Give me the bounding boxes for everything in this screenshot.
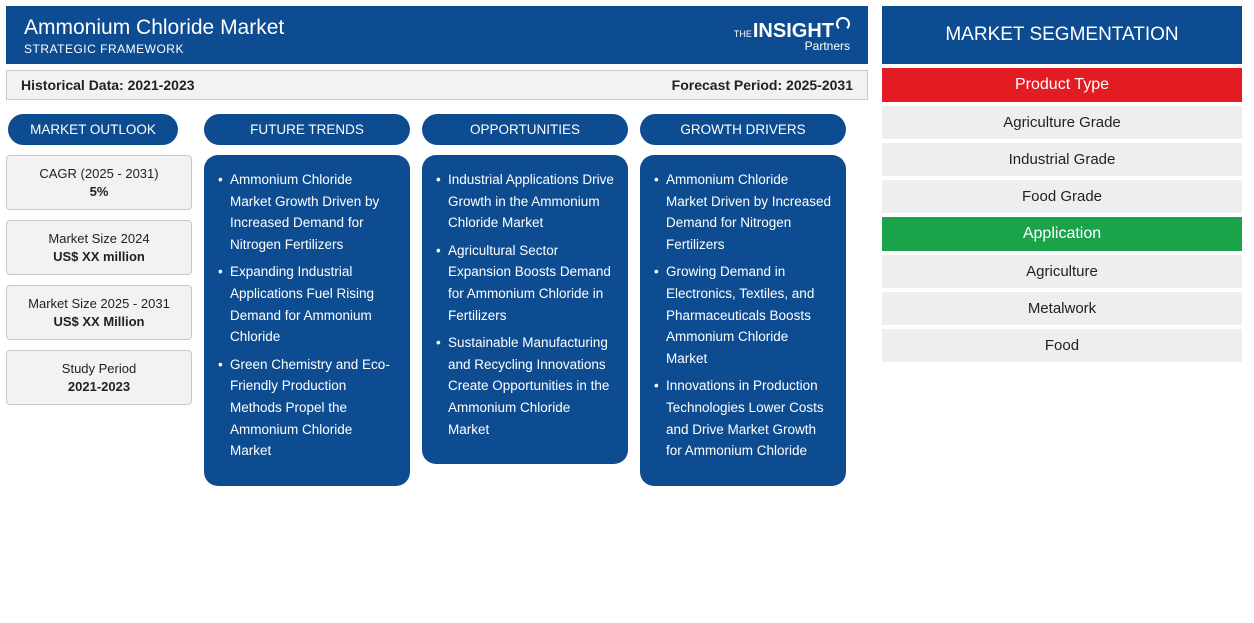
seg-item: Metalwork [882,292,1242,325]
stat-size-2024: Market Size 2024 US$ XX million [6,220,192,275]
seg-category-application: Application [882,217,1242,251]
stat-label: Market Size 2025 - 2031 [13,296,185,311]
segmentation-panel: MARKET SEGMENTATION Product Type Agricul… [882,6,1242,617]
stat-label: Market Size 2024 [13,231,185,246]
seg-item: Agriculture [882,255,1242,288]
stat-value: 2021-2023 [13,379,185,394]
opportunities-header: OPPORTUNITIES [422,114,628,145]
header-left: Ammonium Chloride Market STRATEGIC FRAME… [24,16,284,56]
growth-drivers-column: GROWTH DRIVERS Ammonium Chloride Market … [640,114,846,486]
future-trends-header: FUTURE TRENDS [204,114,410,145]
page-title: Ammonium Chloride Market [24,16,284,40]
segmentation-header: MARKET SEGMENTATION [882,6,1242,64]
market-outlook-column: MARKET OUTLOOK CAGR (2025 - 2031) 5% Mar… [6,114,192,415]
forecast-period-label: Forecast Period: 2025-2031 [672,77,853,93]
page-subtitle: STRATEGIC FRAMEWORK [24,42,284,56]
market-outlook-header: MARKET OUTLOOK [8,114,178,145]
logo: THE INSIGHT Partners [734,21,850,52]
seg-item: Food [882,329,1242,362]
list-item: Growing Demand in Electronics, Textiles,… [654,261,832,369]
stat-label: Study Period [13,361,185,376]
list-item: Ammonium Chloride Market Driven by Incre… [654,169,832,255]
list-item: Innovations in Production Technologies L… [654,375,832,461]
stat-value: 5% [13,184,185,199]
content-row: MARKET OUTLOOK CAGR (2025 - 2031) 5% Mar… [6,114,868,486]
stat-value: US$ XX million [13,249,185,264]
period-bar: Historical Data: 2021-2023 Forecast Peri… [6,70,868,100]
list-item: Ammonium Chloride Market Growth Driven b… [218,169,396,255]
seg-category-product-type: Product Type [882,68,1242,102]
list-item: Industrial Applications Drive Growth in … [436,169,614,234]
list-item: Green Chemistry and Eco-Friendly Product… [218,354,396,462]
logo-partners: Partners [805,40,850,52]
logo-insight: INSIGHT [753,21,834,41]
opportunities-card: Industrial Applications Drive Growth in … [422,155,628,464]
list-item: Expanding Industrial Applications Fuel R… [218,261,396,347]
stat-study-period: Study Period 2021-2023 [6,350,192,405]
historical-data-label: Historical Data: 2021-2023 [21,77,195,93]
opportunities-column: OPPORTUNITIES Industrial Applications Dr… [422,114,628,464]
logo-the: THE [734,30,752,39]
list-item: Agricultural Sector Expansion Boosts Dem… [436,240,614,326]
stat-cagr: CAGR (2025 - 2031) 5% [6,155,192,210]
list-item: Sustainable Manufacturing and Recycling … [436,332,614,440]
seg-item: Food Grade [882,180,1242,213]
growth-drivers-card: Ammonium Chloride Market Driven by Incre… [640,155,846,486]
stat-value: US$ XX Million [13,314,185,329]
stat-size-2025-2031: Market Size 2025 - 2031 US$ XX Million [6,285,192,340]
logo-circle-icon [836,17,850,31]
growth-drivers-header: GROWTH DRIVERS [640,114,846,145]
seg-item: Agriculture Grade [882,106,1242,139]
seg-item: Industrial Grade [882,143,1242,176]
future-trends-column: FUTURE TRENDS Ammonium Chloride Market G… [204,114,410,486]
left-panel: Ammonium Chloride Market STRATEGIC FRAME… [6,6,868,617]
future-trends-card: Ammonium Chloride Market Growth Driven b… [204,155,410,486]
stat-label: CAGR (2025 - 2031) [13,166,185,181]
header-bar: Ammonium Chloride Market STRATEGIC FRAME… [6,6,868,64]
